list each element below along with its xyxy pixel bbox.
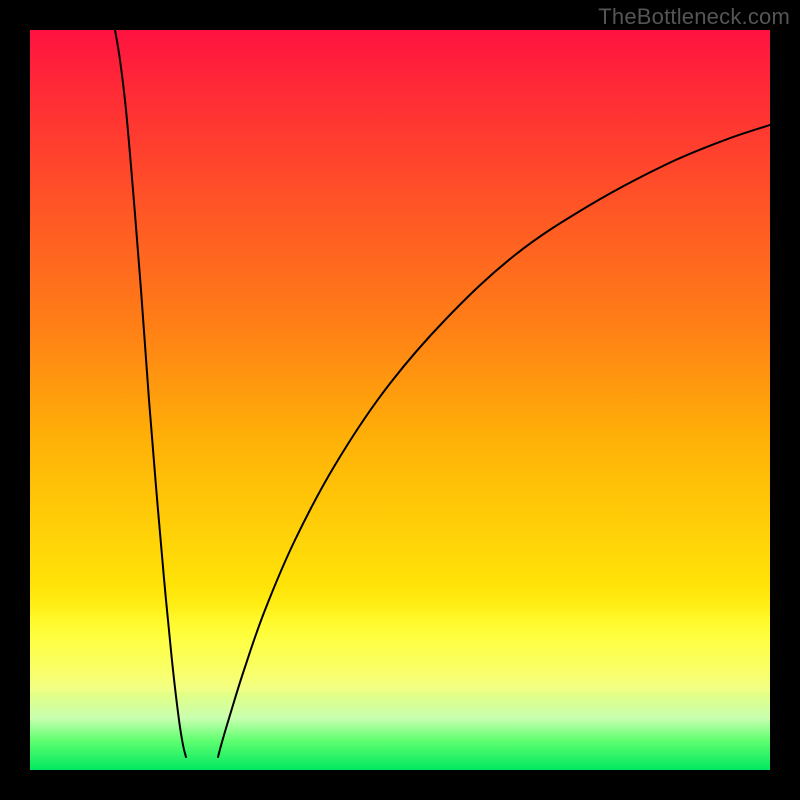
- watermark-text: TheBottleneck.com: [598, 4, 790, 30]
- curve-layer: [30, 30, 770, 770]
- plot-area: [30, 30, 770, 770]
- foot-u-marker: [185, 748, 219, 766]
- curve-right-branch: [218, 125, 770, 757]
- chart-container: TheBottleneck.com: [0, 0, 800, 800]
- curve-left-branch: [115, 30, 186, 757]
